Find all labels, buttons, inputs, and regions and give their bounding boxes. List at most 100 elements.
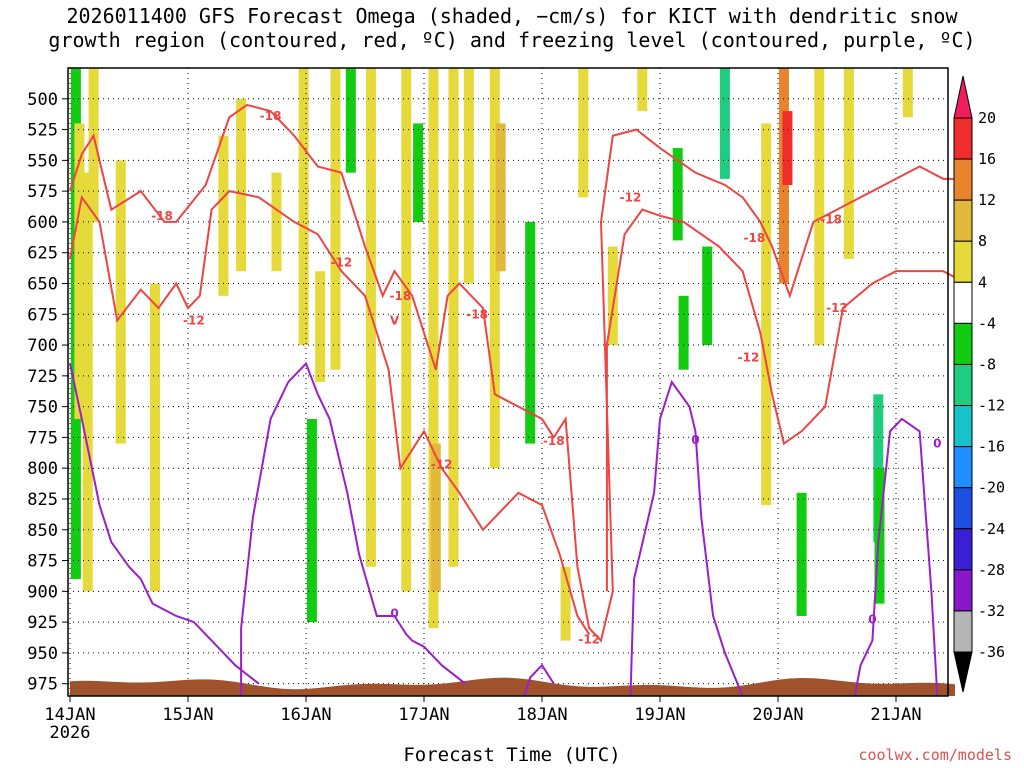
plot-frame (67, 67, 949, 697)
omega-shade-27 (637, 68, 648, 112)
colorbar-label-7: -12 (978, 397, 1005, 415)
x-tick-label-6: 20JAN (752, 705, 803, 725)
colorbar-swatch-10 (953, 528, 973, 571)
omega-shade-2 (82, 172, 93, 592)
colorbar-swatch-8 (953, 446, 973, 489)
omega-shade-34 (782, 111, 793, 185)
chart-title: 2026011400 GFS Forecast Omega (shaded, −… (0, 4, 1024, 52)
y-tick-label-4: 600 (27, 213, 58, 233)
x-axis-label: Forecast Time (UTC) (403, 744, 621, 766)
x-tick-label-1: 15JAN (162, 705, 213, 725)
omega-shade-29 (678, 295, 689, 370)
credit-link[interactable]: coolwx.com/models (858, 746, 1012, 764)
y-tick-label-2: 550 (27, 151, 58, 171)
y-tick-label-15: 875 (27, 552, 58, 572)
omega-shade-9 (298, 68, 309, 346)
colorbar-label-2: 12 (978, 191, 996, 209)
colorbar-top-arrow (953, 75, 973, 119)
y-tick-label-17: 925 (27, 613, 58, 633)
contour-label-0-9: -12 (578, 632, 600, 646)
contour-label-1-0: 0 (390, 606, 398, 620)
y-tick-label-19: 975 (27, 675, 58, 695)
contour-label-1-2: 0 (933, 437, 941, 451)
contour-line-0-3 (605, 208, 956, 592)
omega-shade-23 (525, 221, 536, 444)
omega-shade-20 (463, 68, 474, 284)
omega-shade-32 (761, 123, 772, 506)
omega-shade-37 (843, 68, 854, 259)
x-tick-label-5: 19JAN (634, 705, 685, 725)
omega-shade-25 (578, 68, 589, 198)
contour-label-0-12: -18 (820, 212, 842, 226)
chart-title-line-1: 2026011400 GFS Forecast Omega (shaded, −… (66, 4, 958, 28)
terrain-band (70, 677, 955, 696)
contour-line-1-4 (853, 417, 939, 697)
contour-line-0-1 (69, 103, 555, 438)
omega-shade-36 (814, 68, 825, 346)
y-tick-label-14: 850 (27, 521, 58, 541)
omega-shade-31 (719, 68, 730, 179)
contour-label-0-8: -18 (543, 434, 565, 448)
colorbar-label-0: 20 (978, 109, 996, 127)
y-tick-label-0: 500 (27, 90, 58, 110)
contour-label-1-3: 0 (868, 613, 876, 627)
y-tick-label-8: 700 (27, 336, 58, 356)
x-tick-year-label: 2026 (50, 723, 91, 743)
contour-label-0-4: -18 (390, 289, 412, 303)
contour-label-0-3: -12 (331, 256, 353, 270)
colorbar-swatch-7 (953, 405, 973, 448)
colorbar-swatch-9 (953, 487, 973, 530)
y-tick-label-5: 625 (27, 244, 58, 264)
omega-shade-28 (672, 148, 683, 241)
x-tick-label-3: 17JAN (398, 705, 449, 725)
colorbar-label-13: -36 (978, 643, 1005, 661)
omega-shade-12 (330, 68, 341, 370)
omega-shade-24 (560, 566, 571, 641)
colorbar-label-12: -32 (978, 602, 1005, 620)
omega-shade-7 (236, 98, 247, 272)
x-tick-label-4: 18JAN (516, 705, 567, 725)
contour-label-0-6: -18 (466, 307, 488, 321)
colorbar-swatch-0 (953, 117, 973, 160)
omega-shade-18 (430, 443, 441, 592)
omega-shade-3 (88, 68, 99, 222)
contour-line-1-3 (629, 379, 744, 697)
omega-shade-26 (607, 246, 618, 346)
chart-title-line-2: growth region (contoured, red, ºC) and f… (48, 28, 976, 52)
colorbar-swatch-2 (953, 199, 973, 242)
y-tick-label-1: 525 (27, 121, 58, 141)
contour-line-1-0 (69, 363, 260, 685)
colorbar-label-5: -4 (978, 314, 996, 332)
contour-label-0-14: -12 (826, 301, 848, 315)
omega-shade-17 (428, 68, 439, 629)
contour-label-0-10: -12 (620, 190, 642, 204)
omega-shade-22 (495, 123, 506, 272)
omega-shade-21 (489, 68, 500, 469)
y-tick-label-12: 800 (27, 459, 58, 479)
colorbar-swatch-1 (953, 158, 973, 201)
x-tick-label-2: 16JAN (280, 705, 331, 725)
y-tick-label-11: 775 (27, 428, 58, 448)
omega-shade-30 (702, 246, 713, 346)
y-tick-label-9: 725 (27, 367, 58, 387)
contour-label-0-13: -12 (738, 350, 760, 364)
y-tick-label-10: 750 (27, 398, 58, 418)
omega-shade-10 (306, 418, 317, 623)
contour-label-0-7: -12 (431, 458, 453, 472)
contour-label-0-5: V (390, 313, 400, 327)
colorbar-bottom-arrow (953, 651, 973, 693)
omega-shade-13 (345, 68, 356, 173)
contour-label-0-2: -12 (183, 313, 205, 327)
y-tick-label-7: 675 (27, 305, 58, 325)
omega-shade-1 (74, 123, 85, 419)
colorbar-label-1: 16 (978, 150, 996, 168)
omega-shade-5 (149, 283, 160, 592)
contour-label-1-1: 0 (691, 433, 699, 447)
colorbar-swatch-11 (953, 569, 973, 612)
colorbar-swatch-6 (953, 363, 973, 407)
colorbar-label-8: -16 (978, 438, 1005, 456)
contour-label-0-1: -18 (260, 109, 282, 123)
omega-shade-16 (413, 123, 424, 222)
x-tick-label-0: 14JAN (44, 705, 95, 725)
y-tick-label-6: 650 (27, 274, 58, 294)
